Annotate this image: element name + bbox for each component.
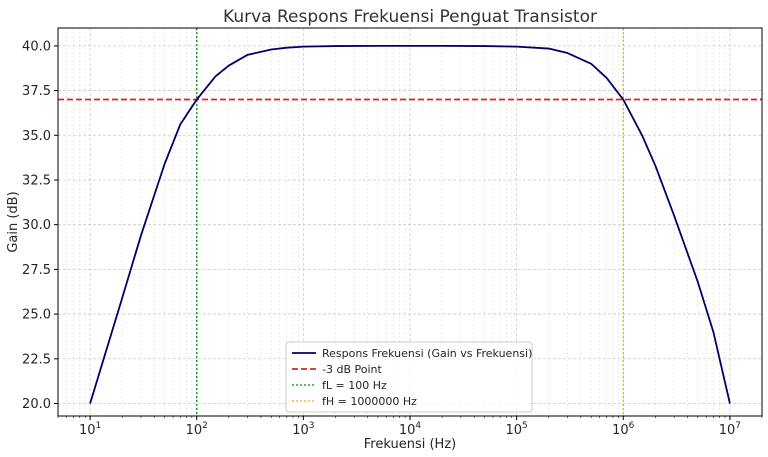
y-tick-label: 22.5 <box>22 352 51 367</box>
y-axis-label: Gain (dB) <box>6 191 21 252</box>
y-tick-label: 20.0 <box>22 397 51 412</box>
y-tick-label: 40.0 <box>22 39 51 54</box>
x-tick-label: 102 <box>186 421 208 438</box>
plot-area <box>58 28 762 416</box>
x-tick-label: 106 <box>612 421 635 438</box>
grid <box>57 28 763 416</box>
y-axis: 20.0 22.5 25.0 27.5 30.0 32.5 35.0 37.5 40.0 <box>22 39 58 412</box>
y-tick-label: 32.5 <box>22 173 51 188</box>
x-tick-label: 107 <box>719 421 741 438</box>
y-tick-label: 27.5 <box>22 263 51 278</box>
legend: Respons Frekuensi (Gain vs Frekuensi) -3 … <box>285 341 533 413</box>
y-tick-label: 37.5 <box>22 84 51 99</box>
legend-box <box>285 341 533 413</box>
y-tick-label: 30.0 <box>22 218 51 233</box>
y-tick-label: 25.0 <box>22 308 51 323</box>
x-tick-label: 104 <box>399 421 422 438</box>
x-tick-label: 105 <box>505 421 527 438</box>
x-axis: 101 102 103 104 105 106 107 <box>57 416 763 438</box>
chart-title: Kurva Respons Frekuensi Penguat Transist… <box>223 7 597 27</box>
legend-entry-label: Respons Frekuensi (Gain vs Frekuensi) <box>322 347 532 360</box>
legend-entry-label: fH = 1000000 Hz <box>322 395 417 408</box>
x-axis-label: Frekuensi (Hz) <box>364 437 456 452</box>
response-curve <box>89 44 731 404</box>
x-tick-label: 101 <box>79 421 101 438</box>
y-tick-label: 35.0 <box>22 129 51 144</box>
legend-entry-label: fL = 100 Hz <box>322 379 387 392</box>
x-tick-label: 103 <box>292 421 314 438</box>
legend-entry-label: -3 dB Point <box>322 363 382 376</box>
